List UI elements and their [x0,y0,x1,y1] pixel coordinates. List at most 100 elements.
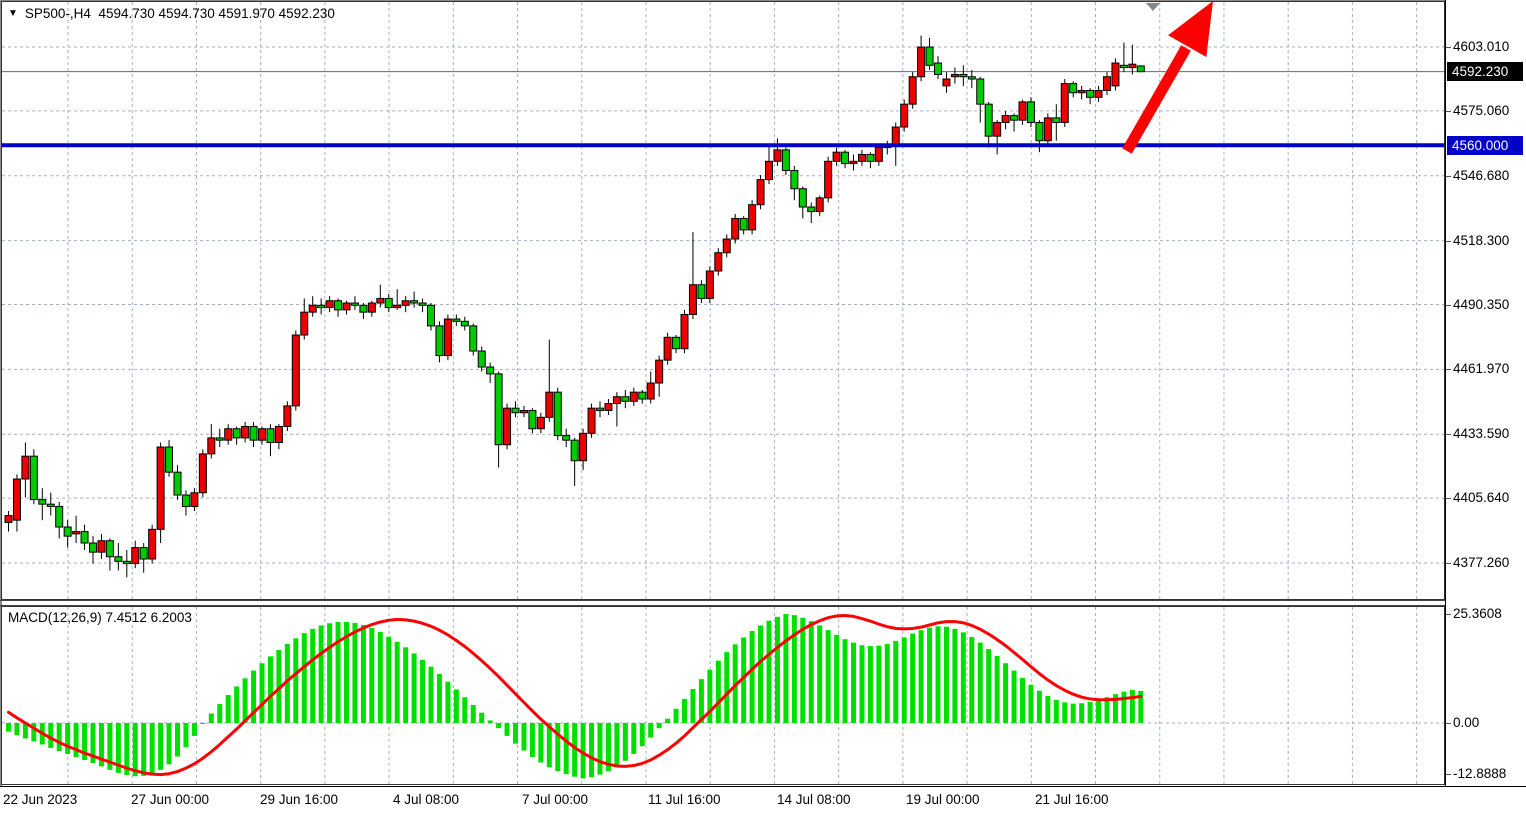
macd-histogram-bar [631,723,637,754]
candle-body [249,425,258,441]
macd-histogram-bar [741,637,747,723]
macd-histogram-bar [724,652,730,723]
macd-panel-frame [1,606,1445,785]
trend-arrow-head[interactable] [1168,1,1213,57]
candle-body [477,350,486,368]
candle-body [959,73,968,78]
symbol-dropdown-icon[interactable]: ▼ [8,7,18,19]
price-tick-label: 4405.640 [1453,490,1510,506]
macd-histogram-bar [65,723,71,754]
candle-body [148,528,157,560]
candle-body [511,407,520,414]
candle-body [114,556,123,562]
macd-histogram-bar [538,723,544,763]
candle-body [63,526,72,537]
candle-body [815,197,824,213]
macd-histogram-bar [867,646,873,723]
candle-body [917,46,926,78]
candle-body [401,300,410,306]
chart-shift-marker-icon[interactable] [1146,3,1160,11]
macd-histogram-bar [183,723,189,748]
panel-splitter[interactable] [0,600,1445,601]
candle-body [317,304,326,309]
candle-body [655,359,664,384]
macd-histogram-bar [698,679,704,723]
macd-histogram-bar [56,723,62,751]
macd-histogram-bar [470,704,476,723]
macd-histogram-bar [208,713,214,723]
candle-body [519,409,528,414]
axis-tick [1446,110,1451,112]
macd-indicator-panel[interactable] [0,606,1445,786]
price-tick-label: 4518.300 [1453,232,1510,248]
macd-histogram-bar [377,631,383,723]
macd-histogram-bar [335,621,341,723]
candle-body [393,304,402,309]
macd-histogram-bar [82,723,88,760]
macd-histogram-bar [73,723,79,757]
macd-histogram-bar [31,723,37,742]
candle-body [46,503,55,507]
time-tick-label: 22 Jun 2023 [3,792,78,807]
macd-histogram-bar [344,621,349,723]
macd-tick-label: 0.00 [1453,715,1480,730]
macd-histogram-bar [952,628,958,723]
candle-body [688,284,697,315]
axis-tick [1446,240,1451,242]
macd-histogram-bar [124,723,130,776]
main-price-chart[interactable] [0,0,1445,601]
candle-body [443,318,452,357]
time-tick-label: 19 Jul 00:00 [906,792,980,807]
macd-histogram-bar [267,656,273,723]
macd-histogram-bar [529,723,535,757]
chart-title-bar: ▼ SP500-,H4 4594.730 4594.730 4591.970 4… [8,6,335,21]
candle-body [1128,63,1137,69]
macd-histogram-bar [605,723,611,772]
candle-body [12,478,21,521]
candle-body [976,78,985,105]
macd-histogram-bar [175,723,180,757]
candle-body [984,103,993,137]
macd-histogram-bar [935,626,941,723]
macd-histogram-bar [284,643,290,723]
axis-tick [1446,774,1451,775]
macd-histogram-bar [927,627,933,723]
macd-histogram-bar [436,674,442,723]
axis-tick [1446,723,1451,724]
panel-splitter-border [0,605,1445,606]
candle-body [993,121,1002,137]
price-axis[interactable]: 4603.010 4575.060 4546.680 4518.300 4490.350… [1445,0,1526,786]
macd-histogram-bar [682,698,687,723]
candle-body [342,302,351,311]
support-price-badge: 4560.000 [1447,135,1523,155]
macd-histogram-bar [200,723,206,724]
macd-histogram-bar [1138,690,1144,723]
macd-histogram-bar [259,663,265,723]
trend-arrow-shaft[interactable] [1122,45,1191,154]
macd-histogram-bar [884,643,890,723]
macd-histogram-bar [580,723,586,779]
macd-histogram-bar [977,642,983,723]
macd-histogram-bar [1096,699,1102,723]
candle-body [528,409,537,430]
candle-body [646,382,655,400]
axis-tick [1446,304,1451,306]
macd-indicator-label: MACD(12,26,9) 7.4512 6.2003 [8,610,192,625]
macd-histogram-bar [394,641,400,723]
price-tick-label: 4461.970 [1453,361,1510,377]
macd-histogram-bar [98,723,104,767]
candle-body [621,396,630,402]
candle-body [697,284,706,299]
candle-body [173,471,182,496]
candle-body [942,78,951,87]
macd-histogram-bar [1079,703,1085,723]
macd-histogram-bar [648,723,654,738]
candle-body [663,336,672,361]
candle-body [359,304,368,313]
macd-histogram-bar [1112,694,1118,723]
time-axis[interactable]: 22 Jun 2023 27 Jun 00:00 29 Jun 16:00 4 Jul… [0,786,1526,813]
macd-histogram-bar [352,622,358,723]
macd-histogram-bar [791,615,797,723]
macd-histogram-bar [225,695,231,723]
candle-body [1026,101,1035,123]
